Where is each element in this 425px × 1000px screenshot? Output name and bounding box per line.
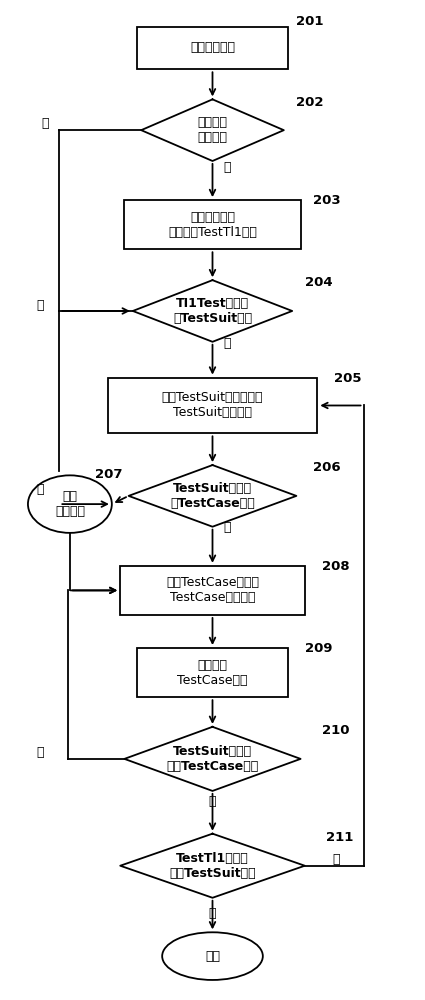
Text: TestTl1内是否
还有TestSuit定义: TestTl1内是否 还有TestSuit定义 [169, 852, 256, 880]
FancyBboxPatch shape [137, 27, 288, 69]
Text: 202: 202 [296, 96, 324, 109]
Polygon shape [125, 727, 300, 791]
Text: 211: 211 [326, 831, 353, 844]
Text: 是: 是 [224, 161, 231, 174]
Text: 201: 201 [296, 15, 324, 28]
Polygon shape [120, 834, 305, 898]
Text: 是: 是 [224, 337, 231, 350]
Text: 否: 否 [41, 117, 48, 130]
FancyBboxPatch shape [108, 378, 317, 433]
Text: 210: 210 [322, 724, 349, 737]
Polygon shape [141, 99, 284, 161]
Text: 否: 否 [37, 483, 44, 496]
Text: 209: 209 [305, 642, 332, 655]
Text: 构造TestCase对象和
TestCase对象队列: 构造TestCase对象和 TestCase对象队列 [166, 576, 259, 604]
Text: 203: 203 [313, 194, 341, 207]
Polygon shape [133, 280, 292, 342]
Text: 构造TestSuit对象并组成
TestSuit对象队列: 构造TestSuit对象并组成 TestSuit对象队列 [162, 391, 263, 419]
Text: 208: 208 [322, 560, 349, 573]
Text: 207: 207 [95, 468, 122, 481]
Ellipse shape [162, 932, 263, 980]
Text: 否: 否 [209, 907, 216, 920]
Text: 206: 206 [313, 461, 341, 474]
Text: 脚本文件
是否存在: 脚本文件 是否存在 [198, 116, 227, 144]
Text: 否: 否 [37, 299, 44, 312]
Text: 完成: 完成 [205, 950, 220, 963]
Text: 否: 否 [209, 795, 216, 808]
Text: TestSuit中是否
还有TestCase对象: TestSuit中是否 还有TestCase对象 [166, 745, 259, 773]
Text: TI1Test内是否
有TestSuit定义: TI1Test内是否 有TestSuit定义 [173, 297, 252, 325]
Text: 查找脚本文件: 查找脚本文件 [190, 41, 235, 54]
Text: TestSuit内是否
有TestCase定义: TestSuit内是否 有TestCase定义 [170, 482, 255, 510]
Text: 是: 是 [224, 521, 231, 534]
Text: 读取脚本文件
并初始化TestTl1对象: 读取脚本文件 并初始化TestTl1对象 [168, 211, 257, 239]
Text: 是: 是 [37, 746, 44, 759]
Ellipse shape [28, 475, 112, 533]
Text: 204: 204 [305, 276, 332, 289]
FancyBboxPatch shape [125, 200, 300, 249]
Text: 是: 是 [332, 853, 340, 866]
Text: 读取每个
TestCase对象: 读取每个 TestCase对象 [177, 659, 248, 687]
FancyBboxPatch shape [137, 648, 288, 697]
Polygon shape [129, 465, 296, 527]
FancyBboxPatch shape [120, 566, 305, 615]
Text: 205: 205 [334, 372, 362, 385]
Text: 返回
错误信息: 返回 错误信息 [55, 490, 85, 518]
